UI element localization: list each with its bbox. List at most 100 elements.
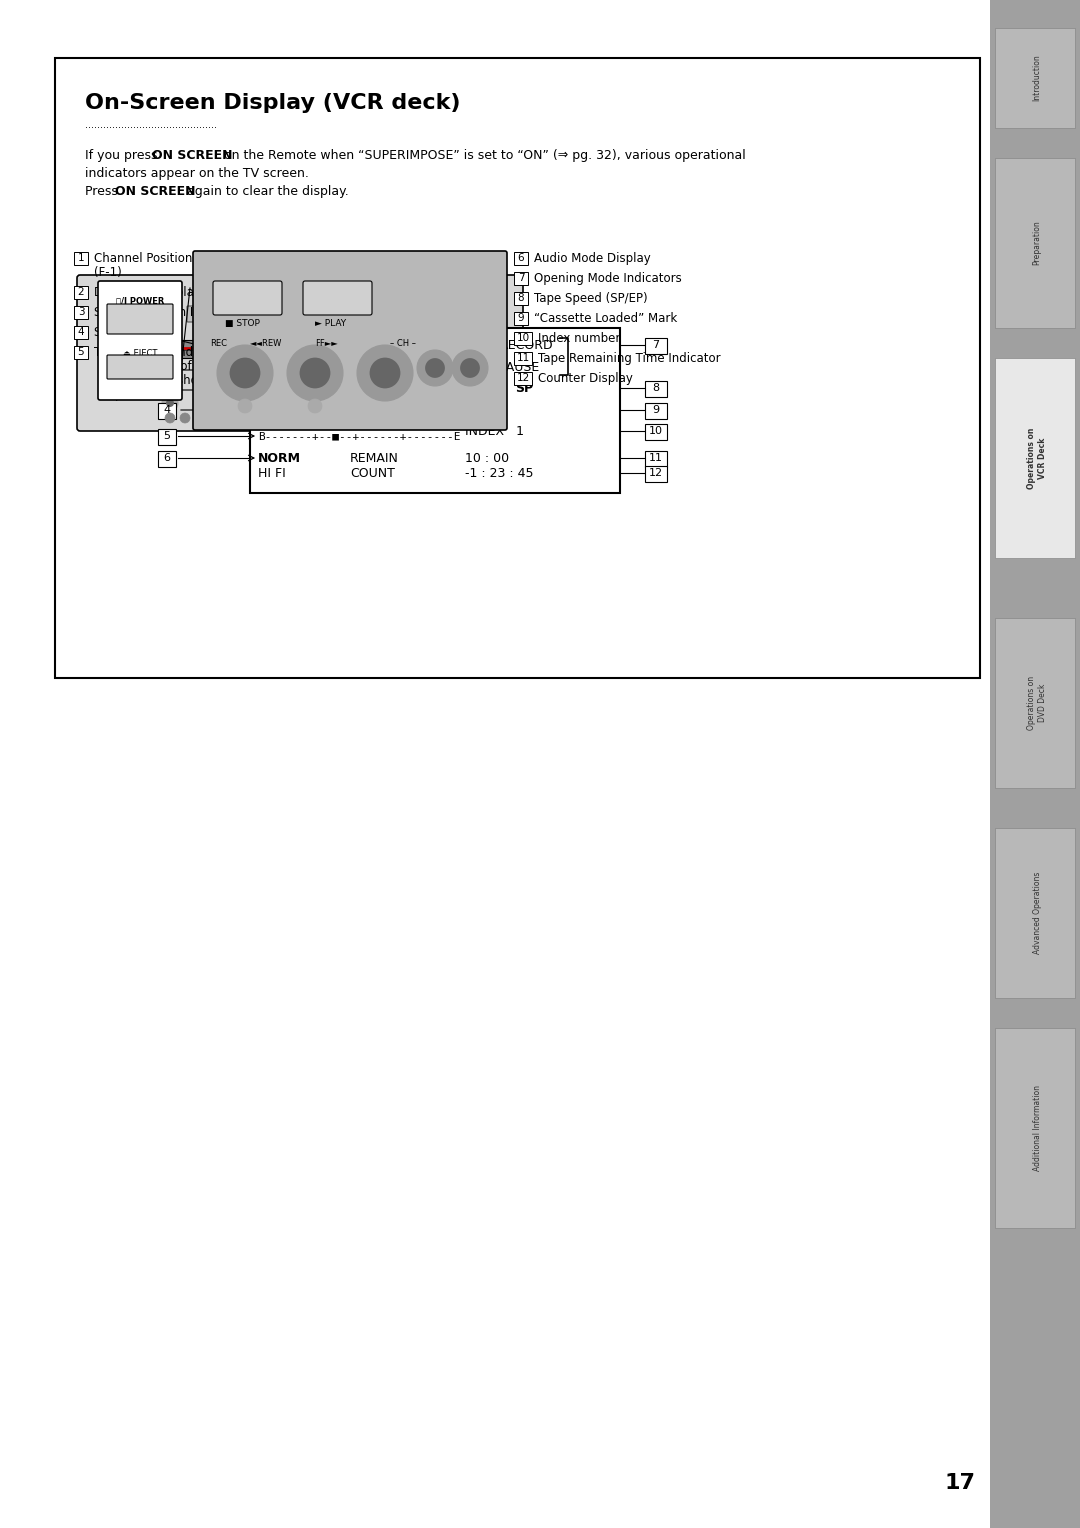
FancyBboxPatch shape xyxy=(107,354,173,379)
Circle shape xyxy=(453,350,488,387)
Text: 12: 12 xyxy=(516,373,529,384)
FancyBboxPatch shape xyxy=(514,351,532,365)
FancyBboxPatch shape xyxy=(645,451,667,468)
Text: 6: 6 xyxy=(163,452,171,463)
Text: Introduction: Introduction xyxy=(1032,55,1041,101)
FancyBboxPatch shape xyxy=(514,292,528,306)
Text: INDEX   1: INDEX 1 xyxy=(465,425,524,437)
Circle shape xyxy=(357,345,413,400)
FancyBboxPatch shape xyxy=(55,58,980,678)
Circle shape xyxy=(299,358,330,388)
FancyBboxPatch shape xyxy=(158,384,176,399)
Text: -1 : 23 : 45: -1 : 23 : 45 xyxy=(465,466,534,480)
Text: 4: 4 xyxy=(163,405,171,416)
Circle shape xyxy=(302,396,318,411)
Circle shape xyxy=(238,399,252,413)
Text: 1: 1 xyxy=(163,345,171,354)
Circle shape xyxy=(166,399,174,406)
Text: ∞∞: ∞∞ xyxy=(485,384,503,393)
FancyBboxPatch shape xyxy=(514,332,532,345)
FancyBboxPatch shape xyxy=(645,338,667,354)
Circle shape xyxy=(369,358,401,388)
Text: 11: 11 xyxy=(649,452,663,463)
FancyBboxPatch shape xyxy=(158,403,176,419)
Text: ON SCREEN: ON SCREEN xyxy=(114,185,195,197)
Text: 9: 9 xyxy=(517,313,524,322)
FancyBboxPatch shape xyxy=(213,281,282,315)
Text: ■ STOP: ■ STOP xyxy=(225,318,260,327)
FancyBboxPatch shape xyxy=(990,0,1080,1528)
Text: HI FI: HI FI xyxy=(258,466,286,480)
Text: 2: 2 xyxy=(78,287,84,296)
Text: Press: Press xyxy=(85,185,122,197)
Circle shape xyxy=(306,399,314,406)
Text: again to clear the display.: again to clear the display. xyxy=(183,185,349,197)
FancyBboxPatch shape xyxy=(75,306,87,319)
FancyBboxPatch shape xyxy=(514,312,528,325)
Circle shape xyxy=(364,397,376,410)
Circle shape xyxy=(414,397,426,410)
Circle shape xyxy=(384,414,392,422)
Text: ◄◄ ►►: ◄◄ ►► xyxy=(376,413,414,423)
Circle shape xyxy=(195,413,205,423)
Circle shape xyxy=(372,414,379,422)
Text: Audio Mode Display: Audio Mode Display xyxy=(534,252,651,264)
FancyBboxPatch shape xyxy=(347,306,372,322)
FancyBboxPatch shape xyxy=(180,341,410,358)
Circle shape xyxy=(326,414,334,422)
FancyBboxPatch shape xyxy=(75,286,87,299)
Text: The position of "■ " in relation to "B" (beginning): The position of "■ " in relation to "B" … xyxy=(104,359,395,373)
Text: Day/Clock Display: Day/Clock Display xyxy=(94,286,201,298)
Text: 9: 9 xyxy=(652,405,660,416)
Circle shape xyxy=(367,400,373,406)
Text: SAP: SAP xyxy=(258,403,282,417)
FancyBboxPatch shape xyxy=(77,275,523,431)
Text: REC: REC xyxy=(210,339,227,347)
Text: Operations on
DVD Deck: Operations on DVD Deck xyxy=(1027,675,1047,730)
FancyBboxPatch shape xyxy=(158,429,176,445)
Text: 3: 3 xyxy=(163,385,171,396)
FancyBboxPatch shape xyxy=(75,252,87,264)
Text: Tape Position Indicator: Tape Position Indicator xyxy=(94,345,227,359)
Text: CH 125: CH 125 xyxy=(258,344,303,356)
Text: ◄◄REW: ◄◄REW xyxy=(249,339,282,347)
FancyBboxPatch shape xyxy=(645,423,667,440)
Text: 7: 7 xyxy=(652,341,660,350)
Text: NORM: NORM xyxy=(258,451,301,465)
Text: COUNT: COUNT xyxy=(350,466,395,480)
FancyBboxPatch shape xyxy=(187,306,211,322)
FancyBboxPatch shape xyxy=(514,272,528,286)
Text: “Cassette Loaded” Mark: “Cassette Loaded” Mark xyxy=(534,312,677,324)
Text: 5: 5 xyxy=(163,431,171,442)
Text: – CH –: – CH – xyxy=(390,339,416,347)
FancyBboxPatch shape xyxy=(247,306,271,322)
FancyBboxPatch shape xyxy=(645,466,667,481)
Text: 3: 3 xyxy=(78,307,84,316)
Circle shape xyxy=(426,358,445,377)
Circle shape xyxy=(356,414,364,422)
FancyBboxPatch shape xyxy=(302,306,326,322)
Text: B-------+--■--+------+-------E: B-------+--■--+------+-------E xyxy=(258,431,460,442)
Text: SP: SP xyxy=(515,382,534,394)
FancyBboxPatch shape xyxy=(158,342,176,359)
Text: PAUSE: PAUSE xyxy=(500,361,540,373)
Circle shape xyxy=(165,413,175,423)
FancyBboxPatch shape xyxy=(995,1028,1075,1229)
Text: 5: 5 xyxy=(78,347,84,358)
Circle shape xyxy=(287,345,343,400)
Text: REMAIN: REMAIN xyxy=(350,451,399,465)
Text: 4: 4 xyxy=(78,327,84,338)
FancyBboxPatch shape xyxy=(514,252,528,264)
Text: 6: 6 xyxy=(517,254,524,263)
Text: Advanced Operations: Advanced Operations xyxy=(1032,872,1041,953)
Circle shape xyxy=(417,350,453,387)
Text: 2: 2 xyxy=(163,365,171,374)
Circle shape xyxy=(308,399,322,413)
Circle shape xyxy=(222,396,238,411)
Text: Additional Information: Additional Information xyxy=(1032,1085,1041,1170)
FancyBboxPatch shape xyxy=(75,345,87,359)
Circle shape xyxy=(341,414,349,422)
Text: On-Screen Display (VCR deck): On-Screen Display (VCR deck) xyxy=(85,93,460,113)
Text: ⏻/I POWER: ⏻/I POWER xyxy=(116,296,164,306)
Circle shape xyxy=(217,345,273,400)
